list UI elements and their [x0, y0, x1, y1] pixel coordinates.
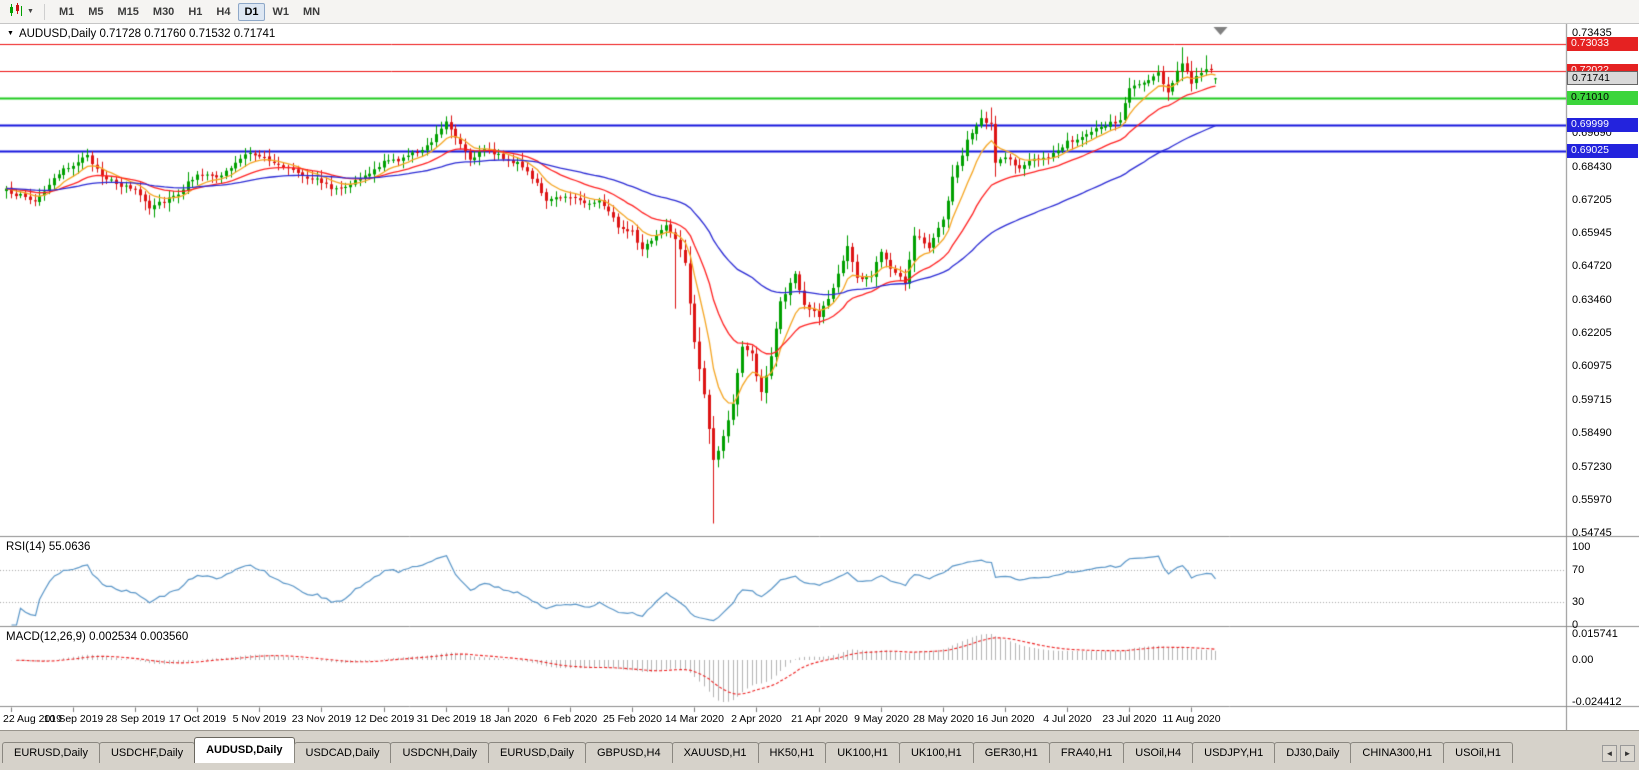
chart-tab-usoil-h4[interactable]: USOil,H4: [1123, 742, 1194, 763]
toolbar-separator: [43, 3, 45, 20]
chart-tab-eurusd-daily[interactable]: EURUSD,Daily: [2, 742, 100, 763]
chart-tab-gbpusd-h4[interactable]: GBPUSD,H4: [585, 742, 673, 763]
timeframe-button-m1[interactable]: M1: [58, 5, 75, 18]
chart-tab-eurusd-daily[interactable]: EURUSD,Daily: [488, 742, 586, 763]
timeframe-button-m5[interactable]: M5: [88, 5, 104, 18]
chart-tab-xauusd-h1[interactable]: XAUUSD,H1: [671, 742, 759, 763]
price-axis[interactable]: [1566, 24, 1639, 708]
chart-tabs-group: EURUSD,Daily USDCHF,Daily AUDUSD,Daily USDC…: [2, 737, 1594, 763]
tab-scroll-right-icon[interactable]: ►: [1620, 745, 1635, 762]
candlestick-chart-icon: [8, 3, 24, 20]
chart-tab-fra40-h1[interactable]: FRA40,H1: [1048, 742, 1125, 763]
chart-area: ▼ AUDUSD,Daily 0.71728 0.71760 0.71532 0…: [0, 24, 1639, 730]
chart-tab-usdchf-daily[interactable]: USDCHF,Daily: [98, 742, 196, 763]
chart-type-button[interactable]: ▼: [5, 1, 37, 22]
tab-scroll-buttons: ◄ ►: [1602, 745, 1635, 762]
time-axis[interactable]: [0, 708, 1566, 730]
chart-tab-china300-h1[interactable]: CHINA300,H1: [1350, 742, 1445, 763]
chart-tab-bar: EURUSD,Daily USDCHF,Daily AUDUSD,Daily USDC…: [0, 730, 1639, 770]
chart-tab-usdcad-daily[interactable]: USDCAD,Daily: [293, 742, 392, 763]
chart-tab-dj30-daily[interactable]: DJ30,Daily: [1274, 742, 1352, 763]
timeframe-button-m15[interactable]: M15: [117, 5, 139, 18]
chart-tab-usdjpy-h1[interactable]: USDJPY,H1: [1192, 742, 1276, 763]
chart-tab-uk100-h1[interactable]: UK100,H1: [898, 742, 974, 763]
chart-tab-usdcnh-daily[interactable]: USDCNH,Daily: [390, 742, 490, 763]
timeframe-button-mn[interactable]: MN: [303, 5, 321, 18]
timeframe-button-d1[interactable]: D1: [238, 2, 265, 21]
timeframe-buttons-group: M1 M5 M15 M30 H1 H4 D1 W1 MN: [52, 2, 327, 21]
chart-tab-uk100-h1[interactable]: UK100,H1: [825, 742, 900, 763]
chart-tab-usoil-h1[interactable]: USOil,H1: [1443, 742, 1513, 763]
timeframe-button-m30[interactable]: M30: [152, 5, 175, 18]
timeframe-button-w1[interactable]: W1: [272, 5, 290, 18]
chart-canvas[interactable]: [0, 24, 1639, 730]
timeframe-button-h1[interactable]: H1: [188, 5, 203, 18]
timeframe-button-h4[interactable]: H4: [216, 5, 231, 18]
chart-tab-audusd-daily[interactable]: AUDUSD,Daily: [194, 737, 295, 763]
timeframes-toolbar: ▼ M1 M5 M15 M30 H1 H4 D1 W1 MN: [0, 0, 1639, 24]
chart-tab-hk50-h1[interactable]: HK50,H1: [757, 742, 827, 763]
chart-tab-ger30-h1[interactable]: GER30,H1: [972, 742, 1050, 763]
tab-scroll-left-icon[interactable]: ◄: [1602, 745, 1617, 762]
dropdown-caret-icon[interactable]: ▼: [27, 7, 34, 15]
